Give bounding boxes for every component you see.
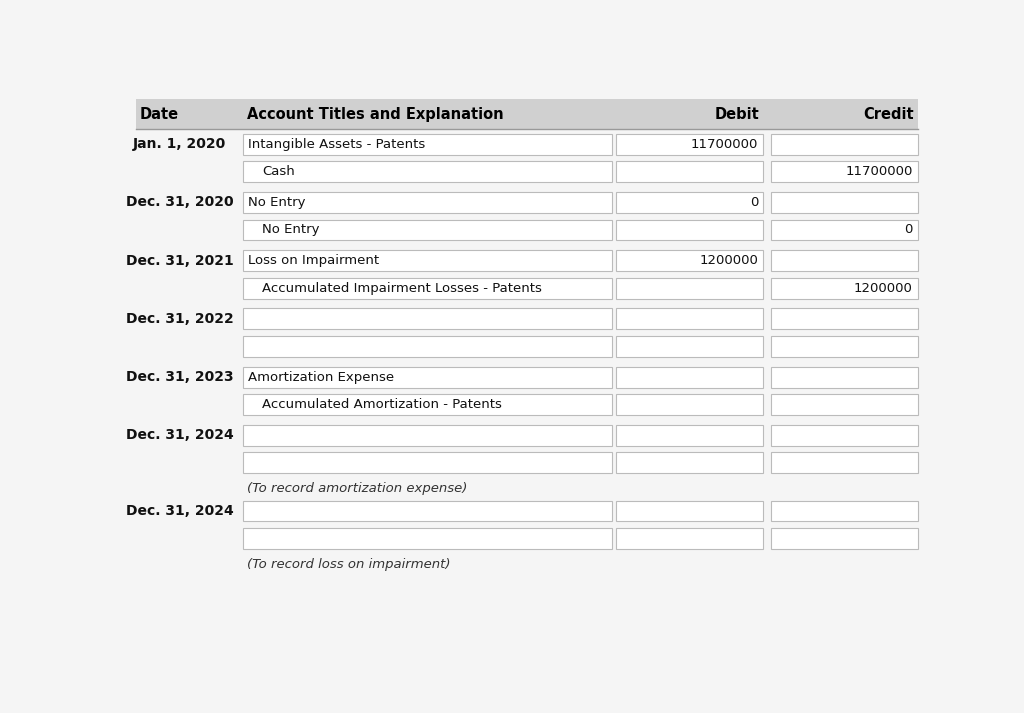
Bar [616,425,763,446]
Bar [243,220,612,240]
Bar [616,220,763,240]
Bar [616,309,763,329]
Bar [771,192,918,213]
Bar [243,452,612,473]
Text: Dec. 31, 2024: Dec. 31, 2024 [126,429,233,442]
Text: 11700000: 11700000 [691,138,758,151]
Bar [616,528,763,549]
Bar [616,192,763,213]
Bar [616,278,763,299]
Text: (To record amortization expense): (To record amortization expense) [247,483,467,496]
Bar [771,309,918,329]
Text: Dec. 31, 2020: Dec. 31, 2020 [126,195,233,210]
Bar [771,366,918,388]
Bar [616,161,763,183]
Bar [771,161,918,183]
Bar [616,501,763,521]
Text: Cash: Cash [262,165,295,178]
Text: No Entry: No Entry [248,196,305,209]
Bar [616,452,763,473]
Text: No Entry: No Entry [262,223,319,237]
Text: Intangible Assets - Patents: Intangible Assets - Patents [248,138,425,151]
Bar [616,250,763,271]
Bar [243,309,612,329]
Bar [771,278,918,299]
Bar [616,134,763,155]
Bar [243,278,612,299]
Text: 11700000: 11700000 [846,165,912,178]
Bar [243,366,612,388]
Text: Accumulated Amortization - Patents: Accumulated Amortization - Patents [262,398,502,411]
Text: 1200000: 1200000 [854,282,912,294]
Text: Date: Date [140,107,179,122]
Text: Debit: Debit [714,107,759,122]
Text: 1200000: 1200000 [699,255,758,267]
Bar [243,501,612,521]
Bar [243,394,612,415]
Text: Credit: Credit [863,107,913,122]
Text: (To record loss on impairment): (To record loss on impairment) [247,558,451,571]
Bar [771,452,918,473]
Text: Amortization Expense: Amortization Expense [248,371,394,384]
Bar [771,425,918,446]
Bar [243,250,612,271]
Text: Jan. 1, 2020: Jan. 1, 2020 [133,138,226,151]
Text: Dec. 31, 2023: Dec. 31, 2023 [126,370,233,384]
Text: 0: 0 [904,223,912,237]
Bar [616,336,763,356]
Bar [243,425,612,446]
Bar [771,250,918,271]
Text: Account Titles and Explanation: Account Titles and Explanation [247,107,504,122]
Bar [771,134,918,155]
Text: Loss on Impairment: Loss on Impairment [248,255,379,267]
Bar [243,336,612,356]
Bar [243,192,612,213]
Text: Dec. 31, 2021: Dec. 31, 2021 [126,254,233,267]
Bar [243,528,612,549]
Bar [243,161,612,183]
Text: Dec. 31, 2024: Dec. 31, 2024 [126,504,233,518]
Bar [616,394,763,415]
Bar [771,220,918,240]
Bar [771,336,918,356]
Bar [771,394,918,415]
Bar [243,134,612,155]
Text: 0: 0 [750,196,758,209]
Bar [771,501,918,521]
Bar [771,528,918,549]
Text: Dec. 31, 2022: Dec. 31, 2022 [126,312,233,326]
Text: Accumulated Impairment Losses - Patents: Accumulated Impairment Losses - Patents [262,282,542,294]
Bar [616,366,763,388]
Bar [136,99,918,130]
